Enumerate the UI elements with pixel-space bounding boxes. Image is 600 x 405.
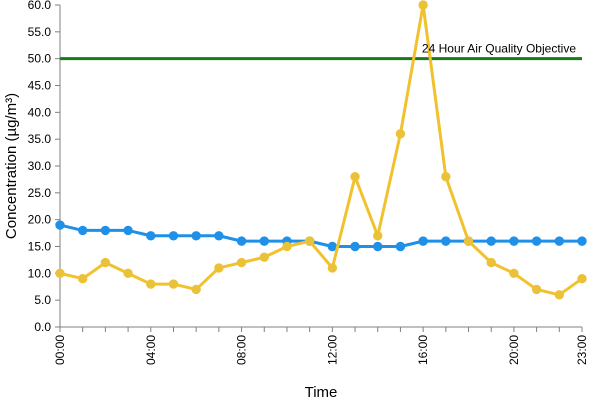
x-tick-label: 04:00	[144, 335, 158, 365]
y-tick-label: 0.0	[34, 320, 51, 334]
x-axis-label: Time	[305, 384, 338, 400]
data-point	[373, 241, 383, 252]
data-point	[350, 172, 360, 182]
data-point	[509, 268, 519, 279]
data-point	[100, 225, 111, 236]
series-line	[59, 223, 582, 248]
y-tick-label: 30.0	[28, 159, 52, 173]
y-tick-label: 10.0	[28, 266, 52, 280]
data-point	[554, 290, 565, 300]
data-point	[531, 284, 542, 295]
y-tick-label: 5.0	[34, 293, 51, 307]
y-tick-label: 40.0	[28, 105, 52, 119]
y-tick-label: 35.0	[28, 132, 52, 146]
y-axis-label: Concentration (µg/m³)	[3, 93, 20, 239]
y-tick-label: 25.0	[28, 186, 52, 200]
data-point	[577, 274, 587, 284]
x-tick-label: 20:00	[507, 335, 521, 365]
data-point	[486, 236, 496, 246]
data-point	[236, 236, 247, 246]
x-tick-label: 16:00	[416, 335, 430, 365]
data-point	[191, 284, 201, 295]
data-point	[441, 172, 451, 182]
reference-line-label: 24 Hour Air Quality Objective	[422, 42, 576, 56]
data-point	[55, 220, 65, 230]
y-tick-label: 50.0	[28, 52, 52, 66]
x-axis-ticks: 00:00 04:00 08:00 12:00 16:00 20:00 23:00	[53, 327, 589, 365]
series-group	[55, 0, 587, 300]
y-tick-label: 20.0	[28, 213, 52, 227]
data-point	[214, 231, 224, 241]
data-point	[327, 263, 338, 273]
data-point	[77, 225, 88, 236]
data-point	[577, 236, 587, 246]
data-point	[146, 231, 156, 241]
data-point	[236, 257, 247, 268]
data-point	[168, 279, 179, 289]
data-point	[77, 274, 88, 284]
data-point	[304, 236, 315, 246]
data-point	[350, 241, 360, 252]
data-point	[327, 241, 338, 252]
x-tick-label: 00:00	[53, 335, 67, 365]
data-point	[554, 236, 565, 246]
data-point	[123, 268, 133, 279]
data-point	[395, 129, 406, 139]
data-point	[395, 241, 406, 252]
x-tick-label: 12:00	[325, 335, 339, 365]
y-tick-label: 60.0	[28, 0, 52, 12]
data-point	[418, 0, 428, 10]
data-point	[441, 236, 451, 246]
x-tick-label: 08:00	[235, 335, 249, 365]
data-point	[418, 236, 428, 246]
data-point	[191, 231, 201, 241]
data-point	[282, 241, 292, 252]
data-point	[146, 279, 156, 289]
series-2	[55, 0, 587, 300]
y-tick-label: 55.0	[28, 25, 52, 39]
y-tick-label: 15.0	[28, 240, 52, 254]
data-point	[214, 263, 224, 273]
data-point	[123, 225, 133, 236]
data-point	[259, 236, 269, 246]
y-axis-ticks: 0.0 5.0 10.0 15.0 20.0 25.0 30.0 35.0 40.0 45.0 50…	[28, 0, 60, 334]
data-point	[100, 257, 111, 268]
data-point	[373, 231, 383, 241]
data-point	[55, 268, 65, 279]
x-tick-label: 23:00	[575, 335, 589, 365]
y-tick-label: 45.0	[28, 79, 52, 93]
data-point	[463, 236, 474, 246]
data-point	[168, 231, 179, 241]
data-point	[509, 236, 519, 246]
series-1	[55, 220, 587, 252]
data-point	[259, 252, 269, 262]
data-point	[531, 236, 542, 246]
data-point	[486, 257, 496, 268]
